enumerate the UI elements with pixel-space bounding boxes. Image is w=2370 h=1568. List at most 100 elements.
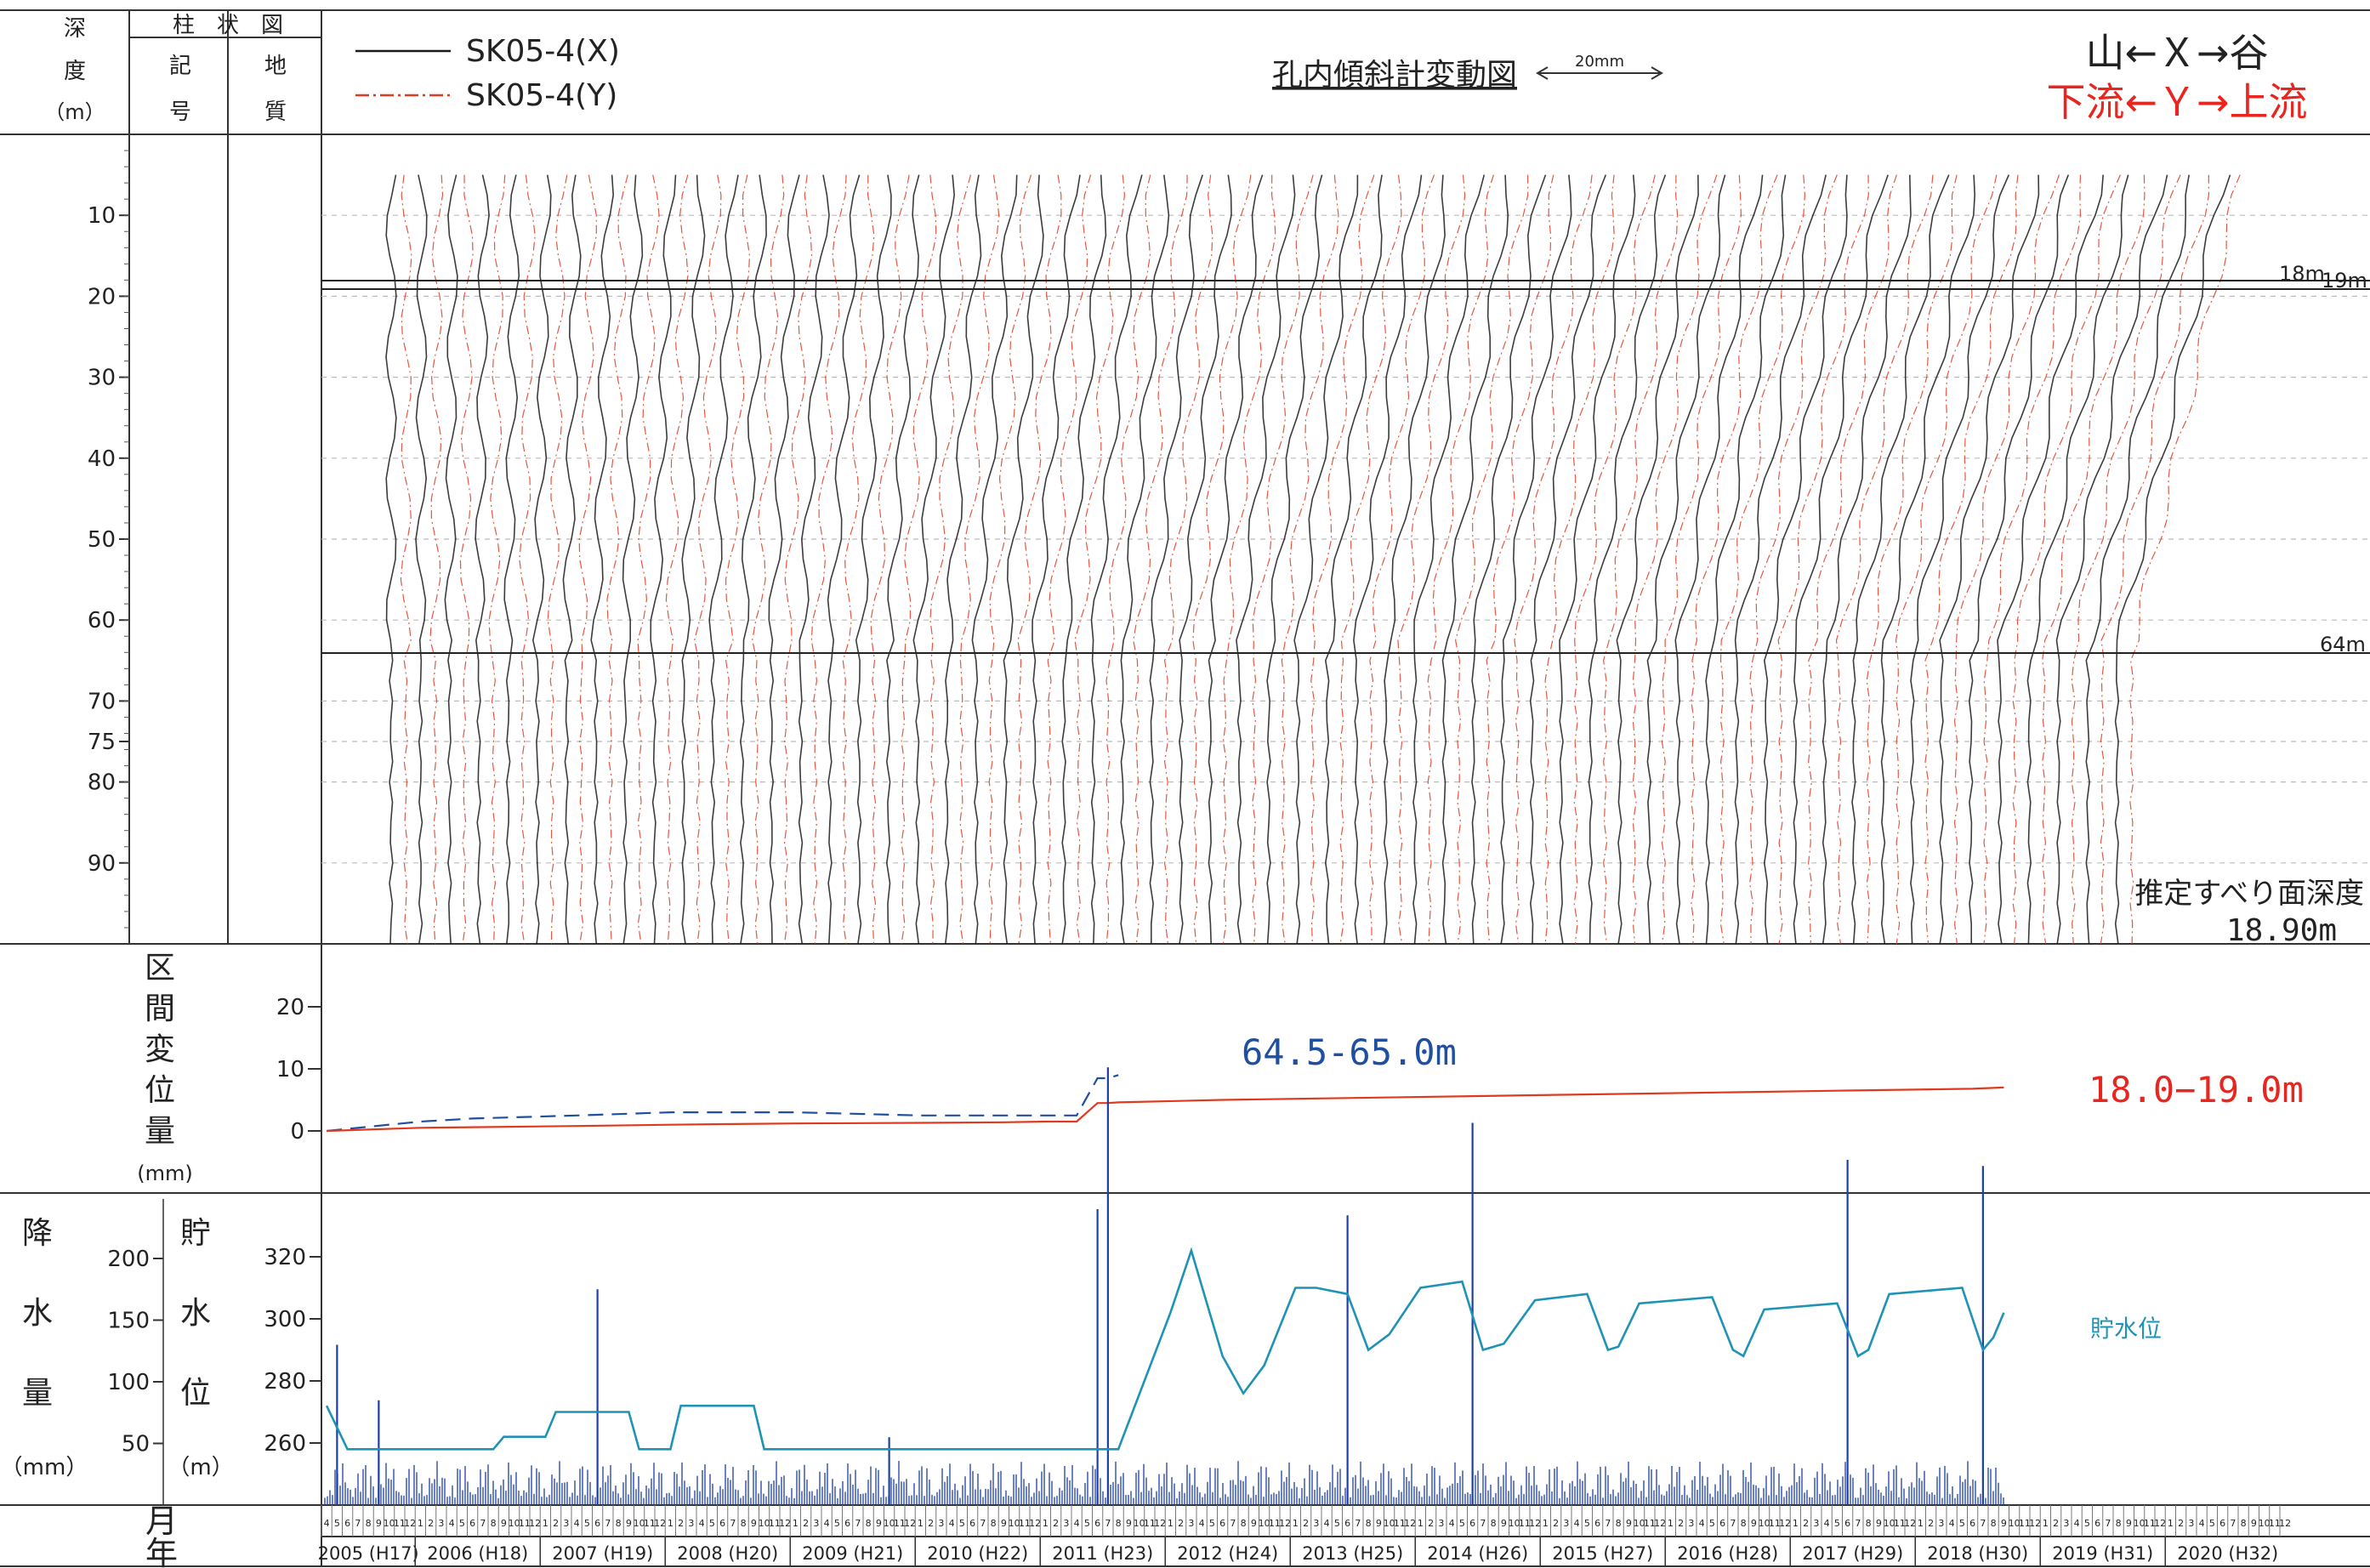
svg-text:貯: 貯 (180, 1216, 211, 1251)
month-tick-label: 11 (894, 1518, 906, 1529)
month-tick-label: 8 (1116, 1518, 1122, 1529)
trace-x (1003, 174, 1044, 945)
trace-x (1383, 174, 1446, 945)
month-tick-label: 8 (491, 1518, 497, 1529)
trace-x (475, 174, 490, 945)
month-tick-label: 11 (1394, 1518, 1406, 1529)
reservoir-tick-label: 300 (264, 1307, 306, 1332)
year-label: 2014 (H26) (1427, 1543, 1528, 1564)
month-tick-label: 1 (2043, 1518, 2049, 1529)
trace-y (1252, 174, 1314, 945)
month-tick-label: 6 (1219, 1518, 1225, 1529)
month-tick-label: 4 (574, 1518, 580, 1529)
rain-tick-label: 100 (107, 1370, 150, 1395)
month-tick-label: 5 (959, 1518, 965, 1529)
reservoir-ylabel: 貯 水 位 （m） (168, 1216, 233, 1480)
trace-x (885, 174, 920, 945)
trace-x (1149, 174, 1203, 944)
month-tick-label: 4 (1574, 1518, 1580, 1529)
month-tick-label: 5 (709, 1518, 715, 1529)
year-label: 2011 (H23) (1052, 1543, 1153, 1564)
month-tick-label: 9 (1251, 1518, 1257, 1529)
trace-y (665, 174, 689, 945)
trace-y (578, 174, 597, 945)
month-tick-label: 3 (2188, 1518, 2194, 1529)
month-tick-label: 1 (418, 1518, 423, 1529)
month-tick-label: 4 (824, 1518, 830, 1529)
trace-x (1910, 174, 2010, 945)
month-tick-label: 8 (866, 1518, 872, 1529)
trace-y (1281, 174, 1339, 945)
month-tick-label: 6 (1969, 1518, 1975, 1529)
month-tick-label: 4 (449, 1518, 455, 1529)
month-tick-label: 8 (991, 1518, 997, 1529)
trace-x (971, 174, 1018, 945)
year-label: 2019 (H31) (2052, 1543, 2153, 1564)
trace-y (842, 174, 875, 945)
month-tick-label: 7 (1730, 1518, 1736, 1529)
trace-y (694, 174, 722, 945)
month-tick-label: 11 (1519, 1518, 1531, 1529)
trace-x (768, 174, 800, 945)
month-tick-label: 7 (980, 1518, 986, 1529)
trace-x (1763, 174, 1848, 945)
month-tick-label: 1 (793, 1518, 799, 1529)
month-tick-label: 10 (1009, 1518, 1020, 1529)
trace-x (650, 174, 677, 945)
month-tick-label: 6 (719, 1518, 725, 1529)
month-tick-label: 7 (1980, 1518, 1986, 1529)
month-tick-label: 12 (2029, 1518, 2041, 1529)
trace-x (1412, 174, 1486, 945)
month-tick-label: 2 (1928, 1518, 1934, 1529)
year-label: 2005 (H17) (318, 1543, 419, 1564)
year-label: 2012 (H24) (1177, 1543, 1278, 1564)
trace-y (1544, 174, 1615, 945)
month-tick-label: 6 (344, 1518, 350, 1529)
trace-x (739, 174, 767, 945)
svg-text:位: 位 (180, 1376, 211, 1411)
month-tick-label: 7 (355, 1518, 361, 1529)
month-tick-label: 10 (2009, 1518, 2020, 1529)
year-label: 2013 (H25) (1302, 1543, 1403, 1564)
month-tick-label: 4 (1824, 1518, 1830, 1529)
month-tick-label: 8 (1616, 1518, 1622, 1529)
month-tick-label: 5 (1834, 1518, 1840, 1529)
month-tick-label: 9 (751, 1518, 757, 1529)
trace-y (1163, 174, 1213, 945)
trace-y (2100, 174, 2210, 945)
month-tick-label: 6 (469, 1518, 475, 1529)
svg-text:量: 量 (145, 1114, 175, 1149)
inclinometer-traces (385, 174, 2241, 945)
rain-tick-label: 50 (122, 1432, 150, 1457)
month-tick-label: 12 (1279, 1518, 1291, 1529)
legend: SK05-4(X) SK05-4(Y) (355, 34, 620, 113)
month-tick-label: 7 (1605, 1518, 1611, 1529)
month-tick-label: 5 (1709, 1518, 1715, 1529)
month-tick-label: 12 (2279, 1518, 2291, 1529)
month-tick-label: 5 (2209, 1518, 2215, 1529)
trace-y (1777, 174, 1869, 945)
month-tick-label: 5 (2084, 1518, 2090, 1529)
trace-x (1061, 174, 1107, 945)
month-tick-label: 4 (324, 1518, 330, 1529)
month-tick-label: 5 (834, 1518, 840, 1529)
month-tick-label: 9 (1001, 1518, 1007, 1529)
trace-y (606, 174, 628, 945)
month-tick-label: 2 (803, 1518, 809, 1529)
month-tick-label: 11 (2144, 1518, 2156, 1529)
label-18-19m: 18.0−19.0m (2089, 1069, 2304, 1111)
displacement-lines (326, 1074, 2004, 1133)
month-tick-label: 9 (376, 1518, 382, 1529)
month-tick-label: 9 (876, 1518, 882, 1529)
svg-text:（mm）: （mm） (1, 1455, 88, 1480)
direction-x-label: 山←Ｘ→谷 (2085, 30, 2268, 76)
trace-x (1646, 174, 1726, 945)
depth-tick-label: 10 (88, 203, 116, 229)
trace-y (488, 174, 506, 945)
trace-y (1691, 174, 1778, 945)
month-tick-label: 12 (404, 1518, 416, 1529)
year-label: 2020 (H32) (2177, 1543, 2278, 1564)
month-tick-label: 10 (2134, 1518, 2146, 1529)
trace-x (1734, 174, 1827, 945)
trace-x (1705, 174, 1787, 945)
